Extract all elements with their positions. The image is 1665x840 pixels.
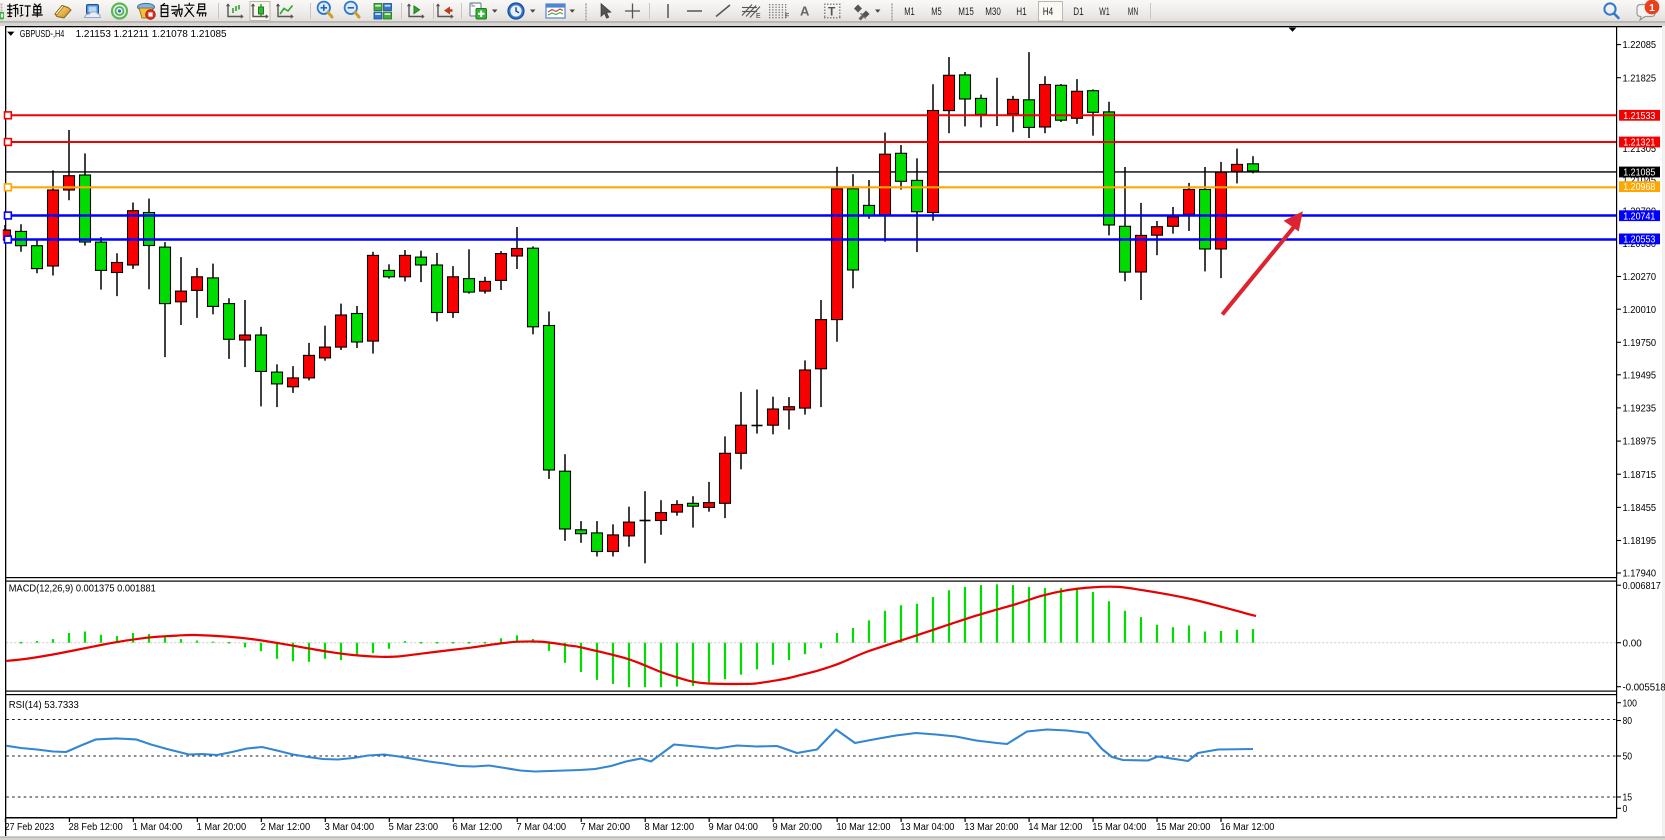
svg-text:8 Mar 12:00: 8 Mar 12:00 [645,822,695,833]
svg-text:50: 50 [1623,752,1633,763]
svg-text:1.21085: 1.21085 [1623,168,1655,179]
svg-text:E: E [756,13,761,20]
svg-text:1.21045: 1.21045 [1623,176,1657,187]
svg-text:1 Mar 20:00: 1 Mar 20:00 [197,822,247,833]
svg-text:10 Mar 12:00: 10 Mar 12:00 [836,822,890,833]
svg-text:1.17940: 1.17940 [1623,569,1657,580]
svg-text:M15: M15 [958,6,974,18]
svg-text:1: 1 [1649,2,1655,14]
svg-text:0: 0 [1623,804,1628,815]
svg-text:H4: H4 [1043,6,1053,18]
svg-text:M30: M30 [985,6,1001,18]
svg-text:14 Mar 12:00: 14 Mar 12:00 [1028,822,1082,833]
svg-text:F: F [785,13,789,20]
svg-text:0.00: 0.00 [1623,638,1643,649]
svg-text:1.20553: 1.20553 [1623,235,1655,246]
svg-text:M1: M1 [904,6,914,18]
svg-text:5 Mar 23:00: 5 Mar 23:00 [389,822,439,833]
svg-text:W1: W1 [1099,6,1109,18]
svg-text:T: T [828,5,836,19]
svg-text:28 Feb 12:00: 28 Feb 12:00 [69,822,123,833]
svg-text:1.19235: 1.19235 [1623,404,1657,415]
svg-text:M5: M5 [931,6,941,18]
svg-text:1.20741: 1.20741 [1623,211,1655,222]
svg-text:1.21305: 1.21305 [1623,144,1657,155]
svg-text:1.18975: 1.18975 [1623,437,1657,448]
svg-text:1 Mar 04:00: 1 Mar 04:00 [133,822,183,833]
svg-text:7 Mar 20:00: 7 Mar 20:00 [581,822,631,833]
svg-text:13 Mar 04:00: 13 Mar 04:00 [900,822,954,833]
svg-text:27 Feb 2023: 27 Feb 2023 [5,822,55,833]
svg-text:1.21533: 1.21533 [1623,111,1655,122]
svg-text:MACD(12,26,9) 0.001375 0.00188: MACD(12,26,9) 0.001375 0.001881 [9,584,156,595]
svg-text:1.20270: 1.20270 [1623,272,1657,283]
svg-text:9 Mar 20:00: 9 Mar 20:00 [772,822,822,833]
svg-text:GBPUSD-,H4: GBPUSD-,H4 [20,29,65,40]
svg-text:9 Mar 04:00: 9 Mar 04:00 [708,822,758,833]
svg-text:2 Mar 12:00: 2 Mar 12:00 [261,822,311,833]
svg-text:15 Mar 04:00: 15 Mar 04:00 [1092,822,1146,833]
svg-text:MN: MN [1128,6,1138,18]
svg-text:0.006817: 0.006817 [1623,581,1662,592]
svg-text:-0.005518: -0.005518 [1623,682,1665,693]
svg-text:15 Mar 20:00: 15 Mar 20:00 [1156,822,1210,833]
svg-text:6 Mar 12:00: 6 Mar 12:00 [453,822,503,833]
svg-text:1.20968: 1.20968 [1623,182,1655,193]
svg-text:1.21825: 1.21825 [1623,73,1657,84]
svg-text:13 Mar 20:00: 13 Mar 20:00 [964,822,1018,833]
svg-text:1.19495: 1.19495 [1623,370,1657,381]
svg-text:1.22085: 1.22085 [1623,40,1657,51]
svg-text:100: 100 [1623,698,1638,709]
svg-text:RSI(14) 53.7333: RSI(14) 53.7333 [9,700,79,711]
svg-text:15: 15 [1623,793,1633,804]
svg-text:D1: D1 [1073,6,1083,18]
svg-text:H1: H1 [1016,6,1026,18]
svg-text:1.18455: 1.18455 [1623,503,1657,514]
svg-text:80: 80 [1623,716,1633,727]
svg-text:1.20530: 1.20530 [1623,239,1657,250]
svg-text:1.20010: 1.20010 [1623,305,1657,316]
svg-text:1.21153 1.21211 1.21078 1.2108: 1.21153 1.21211 1.21078 1.21085 [76,29,227,40]
svg-text:1.21321: 1.21321 [1623,138,1655,149]
svg-text:16 Mar 12:00: 16 Mar 12:00 [1220,822,1274,833]
svg-text:A: A [800,4,810,19]
svg-text:7 Mar 04:00: 7 Mar 04:00 [517,822,567,833]
svg-text:1.18195: 1.18195 [1623,536,1657,547]
svg-text:3 Mar 04:00: 3 Mar 04:00 [325,822,375,833]
svg-text:1.18715: 1.18715 [1623,470,1657,481]
svg-text:1.19750: 1.19750 [1623,338,1657,349]
